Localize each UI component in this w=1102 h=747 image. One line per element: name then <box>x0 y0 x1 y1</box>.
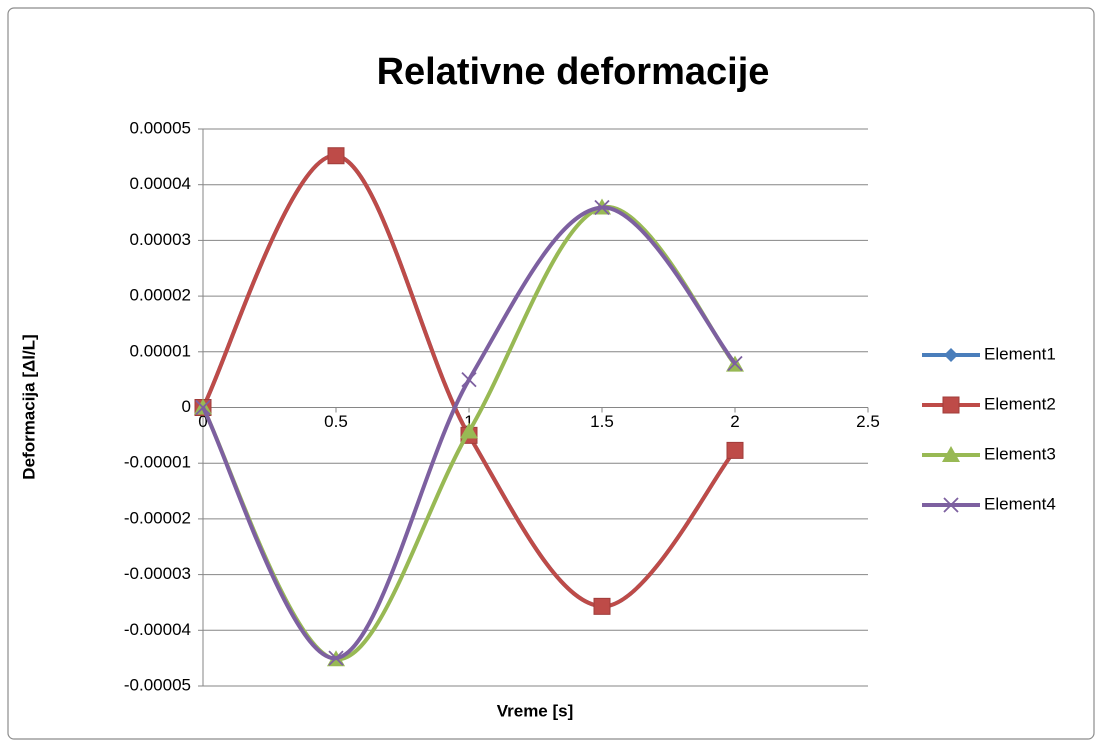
y-tick-label: 0.00003 <box>130 230 191 249</box>
marker <box>195 399 211 416</box>
y-tick-label: 0.00005 <box>130 118 191 137</box>
series-line <box>201 153 737 609</box>
y-tick-label: 0 <box>182 397 191 416</box>
y-tick-label: 0.00002 <box>130 286 191 305</box>
x-tick-label: 2 <box>730 412 739 431</box>
legend-label: Element4 <box>984 494 1056 513</box>
legend-marker <box>942 396 960 414</box>
y-tick-label: -0.00005 <box>124 675 191 694</box>
y-tick-label: -0.00003 <box>124 564 191 583</box>
marker <box>461 372 477 388</box>
marker <box>328 650 344 666</box>
legend-marker <box>943 497 959 513</box>
marker <box>594 199 610 216</box>
marker <box>593 597 611 615</box>
y-axis-title: Deformacija [Δl/L] <box>19 334 38 479</box>
x-axis-title: Vreme [s] <box>497 701 574 720</box>
y-tick-label: -0.00001 <box>124 453 191 472</box>
legend-label: Element1 <box>984 344 1056 363</box>
marker <box>726 441 744 459</box>
marker <box>460 422 478 439</box>
x-tick-label: 2.5 <box>856 412 880 431</box>
series-line <box>201 205 737 661</box>
legend-label: Element3 <box>984 444 1056 463</box>
legend-label: Element2 <box>984 394 1056 413</box>
x-tick-label: 1.5 <box>590 412 614 431</box>
chart-border <box>7 7 1095 740</box>
x-tick-label: 1 <box>464 412 473 431</box>
legend-marker <box>942 446 960 462</box>
y-tick-label: -0.00004 <box>124 620 191 639</box>
marker <box>327 147 345 165</box>
y-tick-label: 0.00001 <box>130 341 191 360</box>
marker <box>727 355 743 372</box>
chart-title: Relativne deformacije <box>377 51 770 93</box>
x-tick-label: 0 <box>198 412 207 431</box>
series <box>195 199 743 666</box>
y-tick-label: 0.00004 <box>130 174 191 193</box>
y-tick-label: -0.00002 <box>124 508 191 527</box>
legend-marker <box>944 348 958 362</box>
x-tick-label: 0.5 <box>324 412 348 431</box>
